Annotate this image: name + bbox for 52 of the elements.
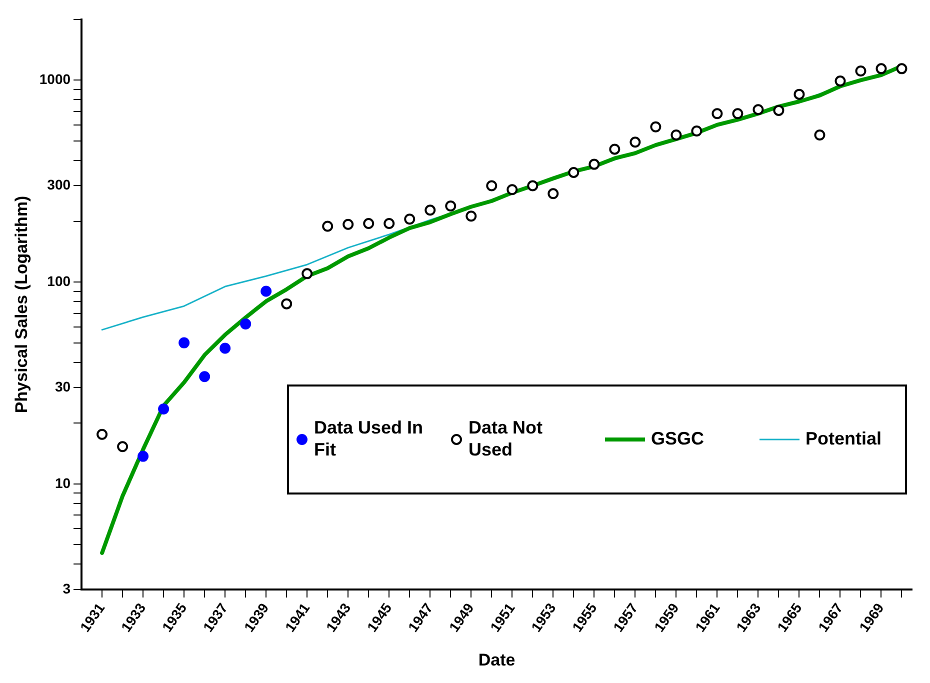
point [548,188,559,200]
point [527,180,538,192]
point [199,371,210,382]
y-tick-label: 1000 [39,71,71,88]
legend-label: Data Not Used [468,417,543,460]
point [424,204,436,216]
point [588,158,600,170]
point [794,88,805,100]
point [486,180,498,192]
legend-label: GSGC [651,428,704,448]
point [670,130,682,141]
point [138,450,149,462]
point [384,218,395,229]
legend-label: Data Used In Fit [314,417,424,460]
point [896,63,908,74]
point [240,318,252,330]
point [363,218,374,229]
point [752,104,764,116]
point [260,286,272,297]
point [568,166,580,178]
point [342,218,354,230]
point [630,136,641,148]
point [814,130,826,141]
point [281,298,292,310]
point [609,144,620,155]
y-axis-title: Physical Sales (Logarithm) [12,196,31,414]
point [650,121,662,132]
point [96,428,108,440]
point [712,108,723,120]
point [445,200,456,212]
point [117,441,128,452]
y-tick-label: 3 [62,580,71,596]
point [302,268,313,280]
y-tick-label: 10 [54,474,71,491]
point [506,184,518,196]
x-axis-title: Date [478,650,516,670]
legend-label: Potential [806,428,882,448]
point [732,108,744,120]
y-tick-label: 300 [47,176,71,193]
point [834,76,846,87]
point [404,214,416,225]
point [855,66,866,77]
point [220,342,231,354]
point [876,63,887,74]
point [773,104,784,116]
y-tick-label: 30 [54,378,71,394]
point [178,337,190,348]
point [466,210,477,222]
y-tick-label: 100 [47,272,71,289]
point [691,126,702,136]
point [158,403,170,414]
point [322,220,334,232]
